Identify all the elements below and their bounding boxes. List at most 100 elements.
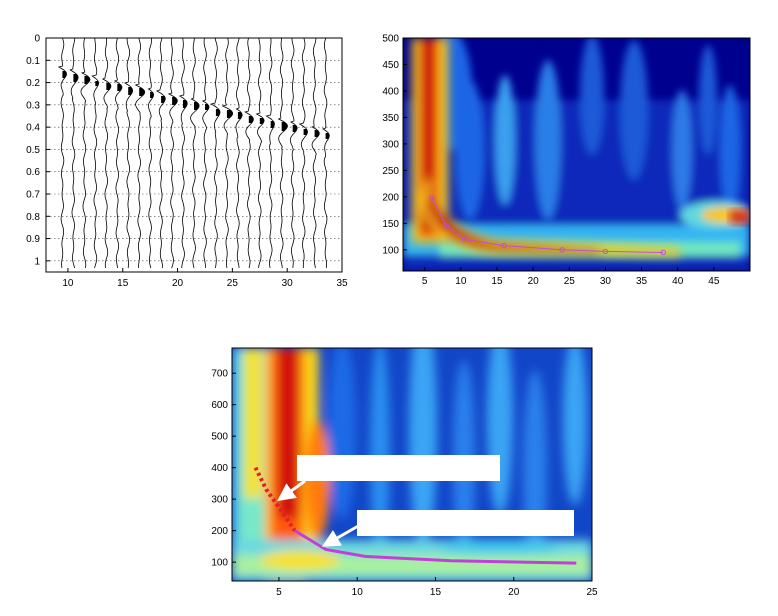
- masw-trace: [210, 37, 221, 269]
- masw-spectrum-panel: 100 150 200 250 300 350 400 450 500 5 10 15 20 25 30 3…: [382, 34, 751, 287]
- masw-y-tick-label: 0.9: [26, 234, 40, 245]
- masw-trace: [265, 37, 275, 269]
- masw-trace-fill: [215, 109, 220, 116]
- remi-curve-annotation-box: [297, 455, 500, 481]
- masw-y-tick-label: 0.5: [26, 145, 40, 156]
- masw-trace-fill: [161, 96, 166, 103]
- masw-spectrum-y-ticks: 100 150 200 250 300 350 400 450 500: [382, 34, 407, 256]
- masw-trace-fill: [62, 71, 67, 78]
- masw-spectrum-heatmap: [403, 38, 750, 271]
- remi-panel: 100 200 300 400 500 600 700 5 10 15 20 25: [211, 347, 598, 598]
- masw-trace: [201, 37, 210, 268]
- masw-trace: [311, 37, 320, 269]
- masw-spectrum-y-tick-label: 350: [382, 113, 399, 124]
- masw-trace: [91, 38, 100, 269]
- masw-trace-fill: [106, 83, 111, 90]
- masw-spectrum-x-ticks: 5 10 15 20 25 30 35 40 45: [422, 267, 720, 287]
- masw-spectrum-dispersion-curve: [431, 197, 664, 253]
- masw-x-tick-label: 10: [62, 278, 74, 289]
- masw-spectrum-x-tick-label: 20: [528, 276, 540, 287]
- masw-trace-fill: [237, 112, 243, 119]
- masw-spectrum-x-tick-label: 40: [672, 276, 684, 287]
- masw-trace: [124, 37, 133, 269]
- masw-y-tick-label: 0.8: [26, 212, 40, 223]
- masw-trace: [244, 37, 254, 269]
- masw-trace: [156, 37, 166, 269]
- masw-y-tick-label: 0.6: [26, 167, 40, 178]
- masw-trace-fill: [226, 110, 233, 118]
- masw-trace-fill: [194, 102, 200, 110]
- remi-y-tick-label: 100: [211, 558, 228, 569]
- masw-trace-fill: [150, 92, 154, 98]
- masw-curve-arrow: [321, 523, 361, 547]
- masw-spectrum-curve-point: [501, 242, 507, 249]
- masw-x-tick-label: 15: [117, 278, 129, 289]
- masw-plot-frame: [45, 37, 343, 273]
- masw-spectrum-x-tick-label: 45: [708, 276, 720, 287]
- masw-spectrum-y-tick-label: 300: [382, 139, 399, 150]
- masw-trace-fill: [139, 88, 145, 96]
- masw-trace: [298, 37, 308, 269]
- masw-spectrum-x-tick-label: 30: [600, 276, 612, 287]
- remi-x-tick-label: 20: [508, 587, 520, 598]
- masw-spectrum-y-tick-label: 150: [382, 219, 399, 230]
- masw-spectrum-x-tick-label: 5: [422, 276, 428, 287]
- masw-spectrum-y-tick-label: 100: [382, 245, 399, 256]
- masw-spectrum-y-tick-label: 250: [382, 166, 399, 177]
- masw-trace: [101, 37, 112, 269]
- masw-spectrum-x-tick-label: 15: [491, 276, 503, 287]
- masw-x-tick-label: 25: [227, 278, 239, 289]
- masw-spectrum-curve-point: [559, 247, 565, 253]
- masw-panel: 0 0.1 0.2 0.3 0.4 0.5 0.6 0.7 0.8 0.9 1 10 15 20 25 30…: [26, 34, 348, 290]
- remi-y-tick-label: 300: [211, 495, 228, 506]
- masw-y-tick-label: 0.3: [26, 100, 40, 111]
- masw-spectrum-frame: [402, 37, 751, 272]
- remi-curve-arrow: [277, 479, 306, 502]
- remi-x-tick-label: 5: [276, 587, 282, 598]
- masw-trace-fill: [259, 118, 265, 124]
- masw-trace-fill: [303, 129, 308, 135]
- masw-spectrum-y-tick-label: 500: [382, 34, 399, 45]
- masw-trace-fill: [325, 133, 330, 139]
- masw-trace-fill: [281, 122, 288, 131]
- masw-traces: [57, 37, 330, 269]
- masw-trace-fill: [314, 130, 320, 137]
- masw-trace-fill: [95, 81, 99, 86]
- masw-trace-fill: [183, 100, 188, 108]
- masw-spectrum-x-tick-label: 10: [455, 276, 467, 287]
- masw-y-tick-label: 0.4: [26, 123, 40, 134]
- masw-spectrum-curve-point: [602, 248, 609, 255]
- remi-x-ticks: 5 10 15 20 25: [276, 577, 598, 598]
- remi-y-tick-label: 200: [211, 526, 228, 537]
- masw-y-tick-label: 1: [34, 256, 40, 267]
- remi-dispersion-curve: [253, 466, 297, 532]
- masw-trace: [147, 37, 155, 269]
- remi-frame: [231, 347, 593, 582]
- masw-trace: [289, 37, 298, 269]
- remi-x-tick-label: 25: [586, 587, 598, 598]
- masw-curve-annotation-box: [357, 510, 574, 536]
- masw-spectrum-y-tick-label: 400: [382, 86, 399, 97]
- masw-trace: [255, 37, 265, 269]
- masw-spectrum-curve-point: [461, 236, 468, 242]
- masw-trace-fill: [248, 116, 254, 123]
- masw-y-ticks: 0 0.1 0.2 0.3 0.4 0.5 0.6 0.7 0.8 0.9 1: [26, 34, 50, 267]
- masw-spectrum-y-tick-label: 450: [382, 60, 399, 71]
- masw-spectrum-curve-point: [443, 223, 450, 229]
- remi-y-tick-label: 700: [211, 369, 228, 380]
- masw-x-ticks: 10 15 20 25 30 35: [62, 268, 348, 289]
- masw-trace: [235, 37, 243, 268]
- masw-trace: [57, 37, 67, 269]
- masw-trace-fill: [84, 76, 90, 84]
- masw-trace-fill: [73, 74, 79, 82]
- masw-dispersion-curve: [293, 529, 577, 565]
- masw-trace: [221, 37, 233, 269]
- masw-trace-fill: [117, 84, 122, 91]
- masw-trace-fill: [128, 87, 133, 95]
- masw-y-tick-label: 0: [34, 34, 40, 45]
- masw-x-tick-label: 35: [336, 278, 348, 289]
- masw-spectrum-y-tick-label: 200: [382, 192, 399, 203]
- masw-trace: [277, 37, 288, 269]
- masw-y-tick-label: 0.1: [26, 56, 40, 67]
